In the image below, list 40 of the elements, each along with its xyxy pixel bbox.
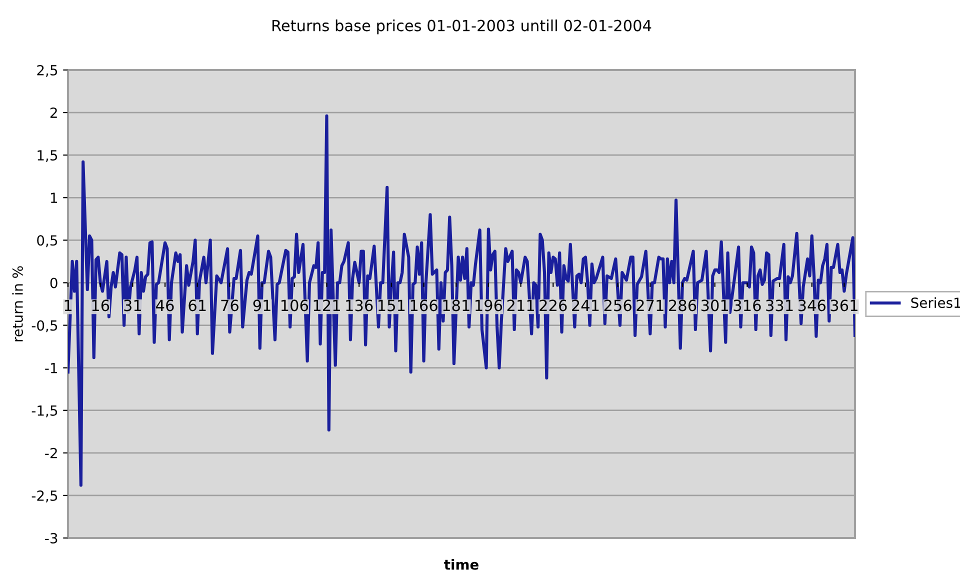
x-tick-label: 16 bbox=[92, 300, 110, 312]
x-tick-label: 151 bbox=[378, 300, 405, 312]
y-tick-label: -0,5 bbox=[32, 320, 58, 332]
x-tick-label: 1 bbox=[64, 300, 72, 312]
x-tick-label: 271 bbox=[636, 300, 664, 312]
y-tick-label: 0,5 bbox=[37, 235, 58, 248]
x-axis-title: time bbox=[444, 559, 478, 570]
x-tick-label: 106 bbox=[281, 300, 308, 312]
x-tick-label: 136 bbox=[346, 300, 373, 312]
x-tick-label: 166 bbox=[410, 300, 438, 312]
x-tick-label: 301 bbox=[701, 300, 728, 312]
x-tick-label: 241 bbox=[572, 300, 599, 312]
x-tick-label: 61 bbox=[188, 300, 206, 312]
x-tick-label: 31 bbox=[124, 300, 141, 312]
x-tick-label: 196 bbox=[476, 300, 502, 312]
y-axis-title: return in % bbox=[12, 266, 23, 342]
y-tick-label: -1,5 bbox=[32, 406, 58, 418]
x-tick-label: 181 bbox=[443, 300, 470, 312]
x-tick-label: 361 bbox=[830, 300, 858, 312]
y-tick-label: 2 bbox=[50, 108, 57, 118]
y-tick-label: -2,5 bbox=[32, 490, 58, 502]
x-tick-label: 121 bbox=[314, 300, 340, 312]
y-tick-label: -2 bbox=[45, 448, 57, 458]
x-tick-label: 91 bbox=[253, 300, 270, 312]
y-tick-label: -3 bbox=[45, 532, 58, 544]
y-tick-label: 2,5 bbox=[37, 64, 58, 77]
chart-title: Returns base prices 01-01-2003 untill 02-01-2004 bbox=[272, 20, 652, 34]
x-tick-label: 346 bbox=[798, 300, 826, 312]
y-tick-label: 1 bbox=[50, 192, 57, 203]
x-tick-label: 226 bbox=[540, 300, 567, 312]
x-tick-label: 211 bbox=[507, 300, 534, 312]
x-tick-label: 316 bbox=[734, 300, 761, 312]
x-tick-label: 76 bbox=[221, 300, 238, 312]
x-tick-label: 286 bbox=[669, 300, 696, 312]
x-tick-label: 256 bbox=[604, 300, 632, 312]
y-tick-label: 0 bbox=[50, 278, 58, 288]
y-tick-label: 1,5 bbox=[38, 150, 58, 162]
x-tick-label: 46 bbox=[156, 300, 174, 312]
x-tick-label: 331 bbox=[766, 300, 793, 312]
y-tick-label: -1 bbox=[45, 362, 57, 374]
